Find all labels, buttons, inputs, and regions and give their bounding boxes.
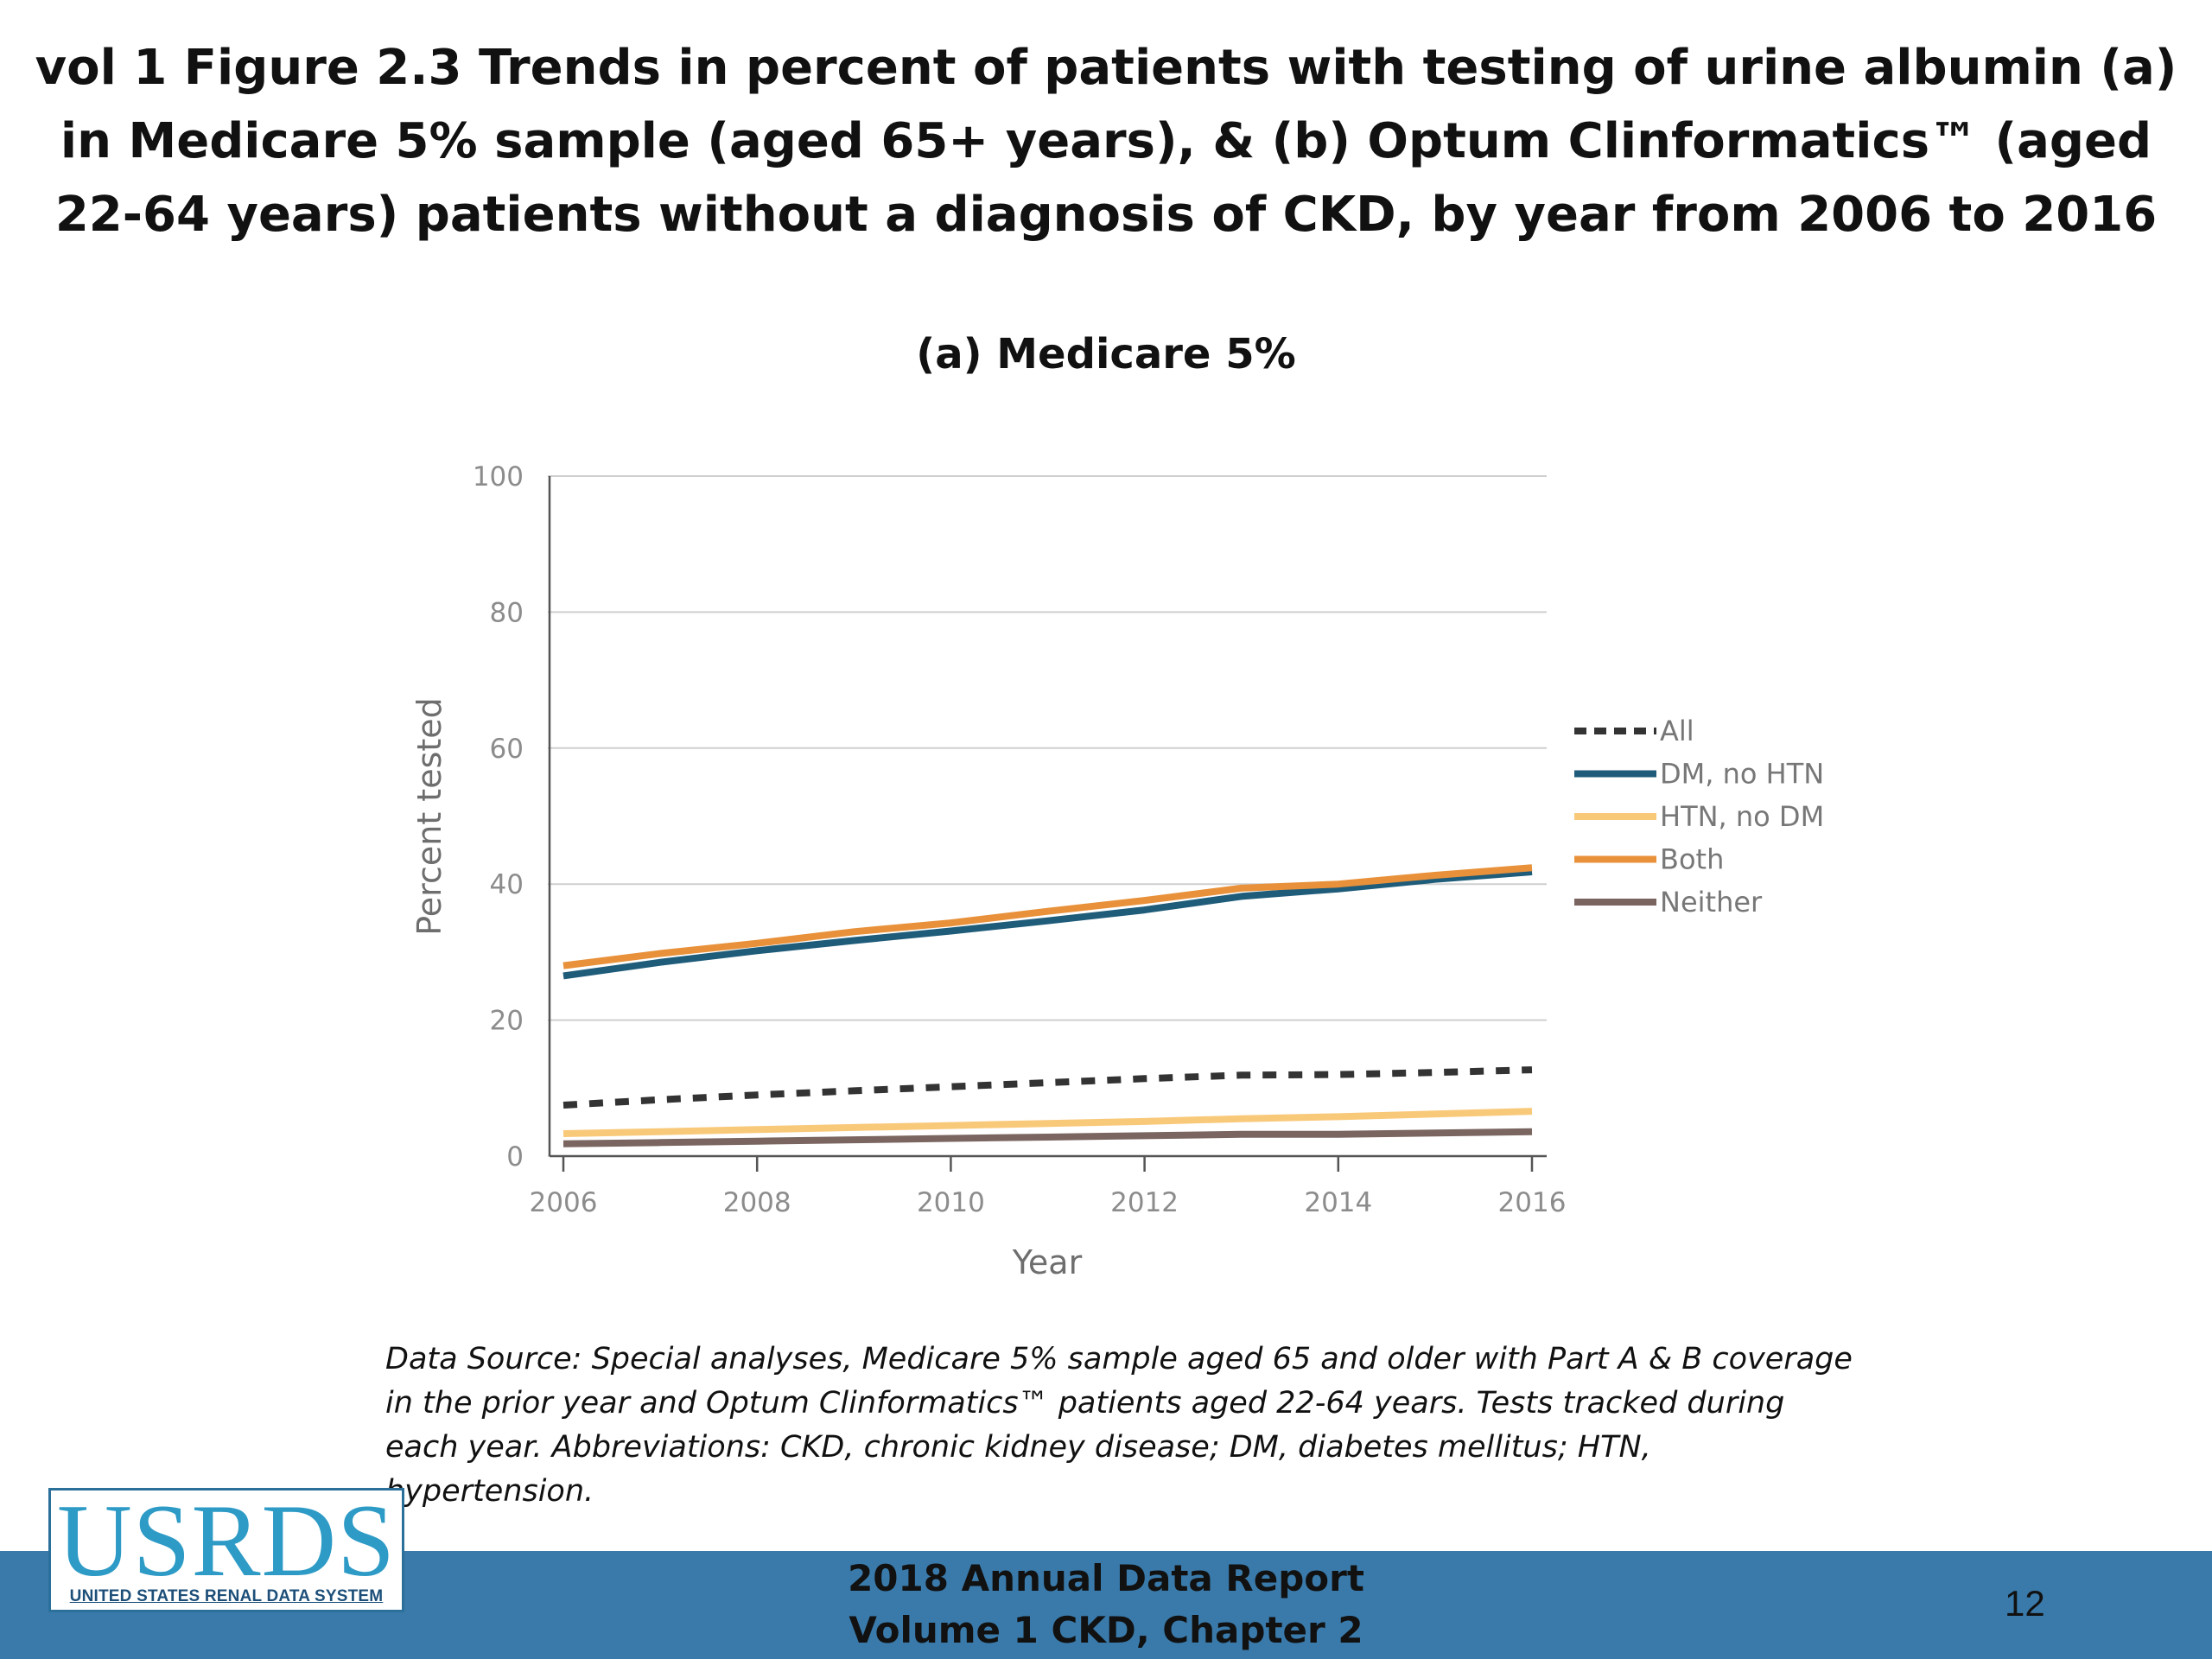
y-tick-label: 40 <box>490 869 524 900</box>
legend-label: All <box>1660 715 1694 747</box>
x-tick-label: 2012 <box>1110 1187 1179 1218</box>
logo-subtitle: UNITED STATES RENAL DATA SYSTEM <box>69 1587 384 1605</box>
series-line-all <box>563 1066 1533 1109</box>
footer-report-chapter: Volume 1 CKD, Chapter 2 <box>849 1609 1363 1651</box>
legend-label: Both <box>1660 843 1724 876</box>
chart-title: (a) Medicare 5% <box>916 330 1296 378</box>
y-axis-title: Percent tested <box>410 697 448 936</box>
slide-title: vol 1 Figure 2.3 Trends in percent of pa… <box>35 40 2177 243</box>
legend-label: Neither <box>1660 886 1763 918</box>
usrds-logo: USRDS UNITED STATES RENAL DATA SYSTEM <box>48 1488 404 1612</box>
y-tick-label: 0 <box>506 1141 524 1173</box>
x-tick-label: 2008 <box>723 1187 791 1218</box>
y-tick-label: 20 <box>490 1006 524 1037</box>
x-tick-label: 2014 <box>1304 1187 1372 1218</box>
series-line-dm-no-htn <box>563 868 1533 980</box>
legend-label: HTN, no DM <box>1660 800 1824 833</box>
logo-wordmark: USRDS <box>57 1483 396 1598</box>
page-number: 12 <box>2005 1583 2045 1624</box>
y-tick-label: 60 <box>490 734 524 765</box>
series-line-htn-no-dm <box>563 1108 1533 1137</box>
x-axis-title: Year <box>1012 1243 1083 1281</box>
x-tick-label: 2010 <box>917 1187 985 1218</box>
series-line-neither <box>563 1128 1533 1147</box>
y-tick-label: 100 <box>473 461 524 493</box>
x-tick-label: 2016 <box>1498 1187 1567 1218</box>
footer-report-title: 2018 Annual Data Report <box>848 1557 1364 1599</box>
y-tick-label: 80 <box>490 597 524 628</box>
line-chart: 0 20 40 60 80 100 2006 2008 2010 2012 2014 2016 All… <box>410 461 1824 1281</box>
x-tick-label: 2006 <box>530 1187 598 1218</box>
data-source-note: Data Source: Special analyses, Medicare … <box>385 1342 1853 1509</box>
series-line-both <box>563 864 1533 969</box>
legend-label: DM, no HTN <box>1660 758 1824 791</box>
